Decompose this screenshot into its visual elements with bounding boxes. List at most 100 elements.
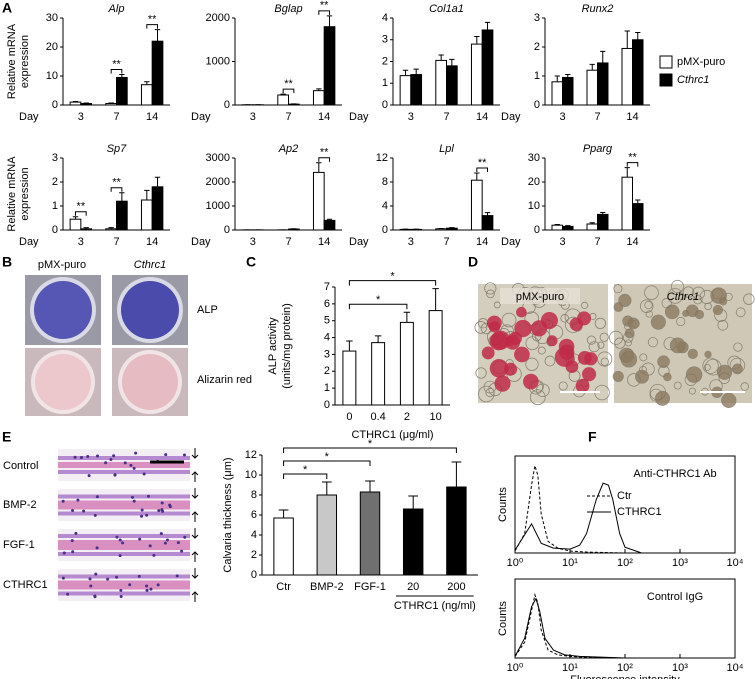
nucleus bbox=[119, 588, 123, 592]
bar bbox=[140, 84, 153, 106]
x-axis-label: Day bbox=[501, 236, 521, 248]
significance-bracket bbox=[110, 69, 123, 74]
error-bar bbox=[83, 227, 89, 229]
x-tick-label: 10¹ bbox=[562, 557, 578, 569]
cell bbox=[719, 297, 728, 306]
nucleus bbox=[66, 592, 70, 596]
legend-swatch bbox=[659, 55, 673, 69]
error-bar bbox=[154, 29, 161, 42]
lipid-droplet bbox=[488, 321, 501, 333]
cell bbox=[613, 284, 623, 294]
x-tick-label: 7 bbox=[113, 236, 119, 248]
error-bar bbox=[144, 189, 150, 200]
cell bbox=[588, 341, 600, 353]
row-label: FGF-1 bbox=[3, 539, 35, 551]
bar bbox=[399, 75, 412, 106]
bar bbox=[562, 76, 574, 106]
bar bbox=[621, 176, 633, 231]
cell bbox=[687, 348, 698, 360]
lipid-droplet bbox=[581, 367, 597, 382]
error-bar bbox=[474, 35, 480, 45]
lipid-droplet bbox=[490, 330, 511, 350]
column-label: Cthrc1 bbox=[134, 259, 166, 271]
bar bbox=[312, 171, 325, 231]
lipid-droplet bbox=[516, 306, 527, 318]
bar bbox=[597, 62, 609, 106]
error-bar bbox=[278, 509, 289, 518]
nucleus bbox=[88, 577, 92, 581]
row-label: Alizarin red bbox=[197, 374, 252, 386]
y-tick-label: 0 bbox=[251, 569, 257, 581]
error-bar bbox=[108, 227, 114, 229]
error-bar bbox=[565, 74, 571, 78]
bar bbox=[140, 199, 153, 231]
cell bbox=[650, 314, 666, 330]
error-bar bbox=[154, 176, 161, 187]
error-bar bbox=[451, 461, 462, 487]
y-axis-label: ALP activity bbox=[267, 317, 279, 375]
bar bbox=[551, 224, 563, 231]
nucleus bbox=[71, 509, 75, 513]
nucleus bbox=[95, 495, 99, 499]
arrow bbox=[191, 488, 199, 499]
cell bbox=[670, 279, 684, 293]
nucleus bbox=[89, 584, 93, 588]
panel-b: pMX-puro Cthrc1 ALP Alizarin red bbox=[25, 259, 252, 416]
cell bbox=[721, 392, 737, 409]
error-bar bbox=[449, 227, 455, 229]
cell bbox=[693, 295, 703, 305]
error-bar bbox=[484, 21, 491, 30]
cell bbox=[639, 299, 654, 313]
histogram-line bbox=[514, 593, 626, 659]
error-bar bbox=[83, 102, 89, 104]
nucleus bbox=[93, 513, 97, 517]
nucleus bbox=[118, 538, 122, 542]
nucleus bbox=[79, 455, 83, 459]
bar bbox=[551, 81, 563, 106]
chart-title: Col1a1 bbox=[429, 3, 464, 15]
lipid-droplet bbox=[523, 373, 539, 390]
cell bbox=[644, 285, 659, 300]
bar bbox=[410, 74, 423, 106]
cell bbox=[673, 381, 682, 390]
error-bar bbox=[119, 74, 125, 78]
significance-bracket bbox=[146, 24, 159, 29]
cell bbox=[717, 319, 729, 331]
legend-label: Ctr bbox=[617, 490, 632, 502]
y-tick-label: 2 bbox=[382, 55, 388, 67]
y-tick-label: 7 bbox=[324, 281, 330, 293]
y-tick-label: 0 bbox=[382, 224, 388, 236]
x-tick-label: 7 bbox=[113, 111, 119, 123]
x-tick-label: 3 bbox=[250, 111, 256, 123]
nucleus bbox=[74, 531, 78, 535]
y-tick-label: 8 bbox=[382, 176, 388, 188]
y-tick-label: 1 bbox=[382, 77, 388, 89]
cell bbox=[537, 346, 546, 355]
cell bbox=[691, 286, 706, 300]
cell bbox=[525, 336, 540, 351]
cell bbox=[704, 350, 712, 359]
lipid-droplet bbox=[565, 360, 579, 374]
cell bbox=[599, 332, 609, 342]
cell bbox=[664, 304, 680, 320]
significance-bracket bbox=[283, 460, 371, 466]
nucleus bbox=[94, 572, 98, 576]
panel-letter: C bbox=[246, 254, 256, 270]
error-bar bbox=[600, 50, 606, 63]
cell bbox=[676, 316, 686, 327]
cell bbox=[493, 301, 501, 309]
error-bar bbox=[326, 218, 333, 221]
lipid-droplet bbox=[508, 331, 522, 345]
bone-band bbox=[58, 540, 190, 550]
error-bar bbox=[326, 15, 333, 27]
nucleus bbox=[87, 474, 91, 478]
cell bbox=[669, 337, 686, 354]
error-bar bbox=[635, 32, 641, 40]
cell bbox=[735, 307, 746, 318]
error-bar bbox=[554, 223, 560, 226]
cell bbox=[743, 293, 755, 305]
nucleus bbox=[149, 587, 153, 591]
cell bbox=[703, 363, 711, 371]
significance-label: ** bbox=[284, 78, 293, 90]
chart-title: Lpl bbox=[439, 143, 454, 155]
